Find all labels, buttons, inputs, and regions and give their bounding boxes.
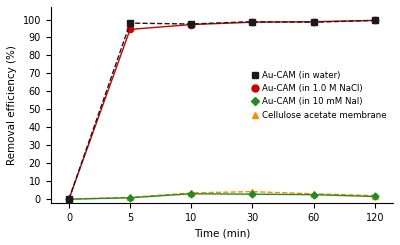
Y-axis label: Removal efficiency (%): Removal efficiency (%) bbox=[7, 45, 17, 165]
X-axis label: Time (min): Time (min) bbox=[194, 228, 250, 238]
Legend: Au-CAM (in water), Au-CAM (in 1.0 M NaCl), Au-CAM (in 10 mM NaI), Cellulose acet: Au-CAM (in water), Au-CAM (in 1.0 M NaCl… bbox=[250, 68, 389, 122]
